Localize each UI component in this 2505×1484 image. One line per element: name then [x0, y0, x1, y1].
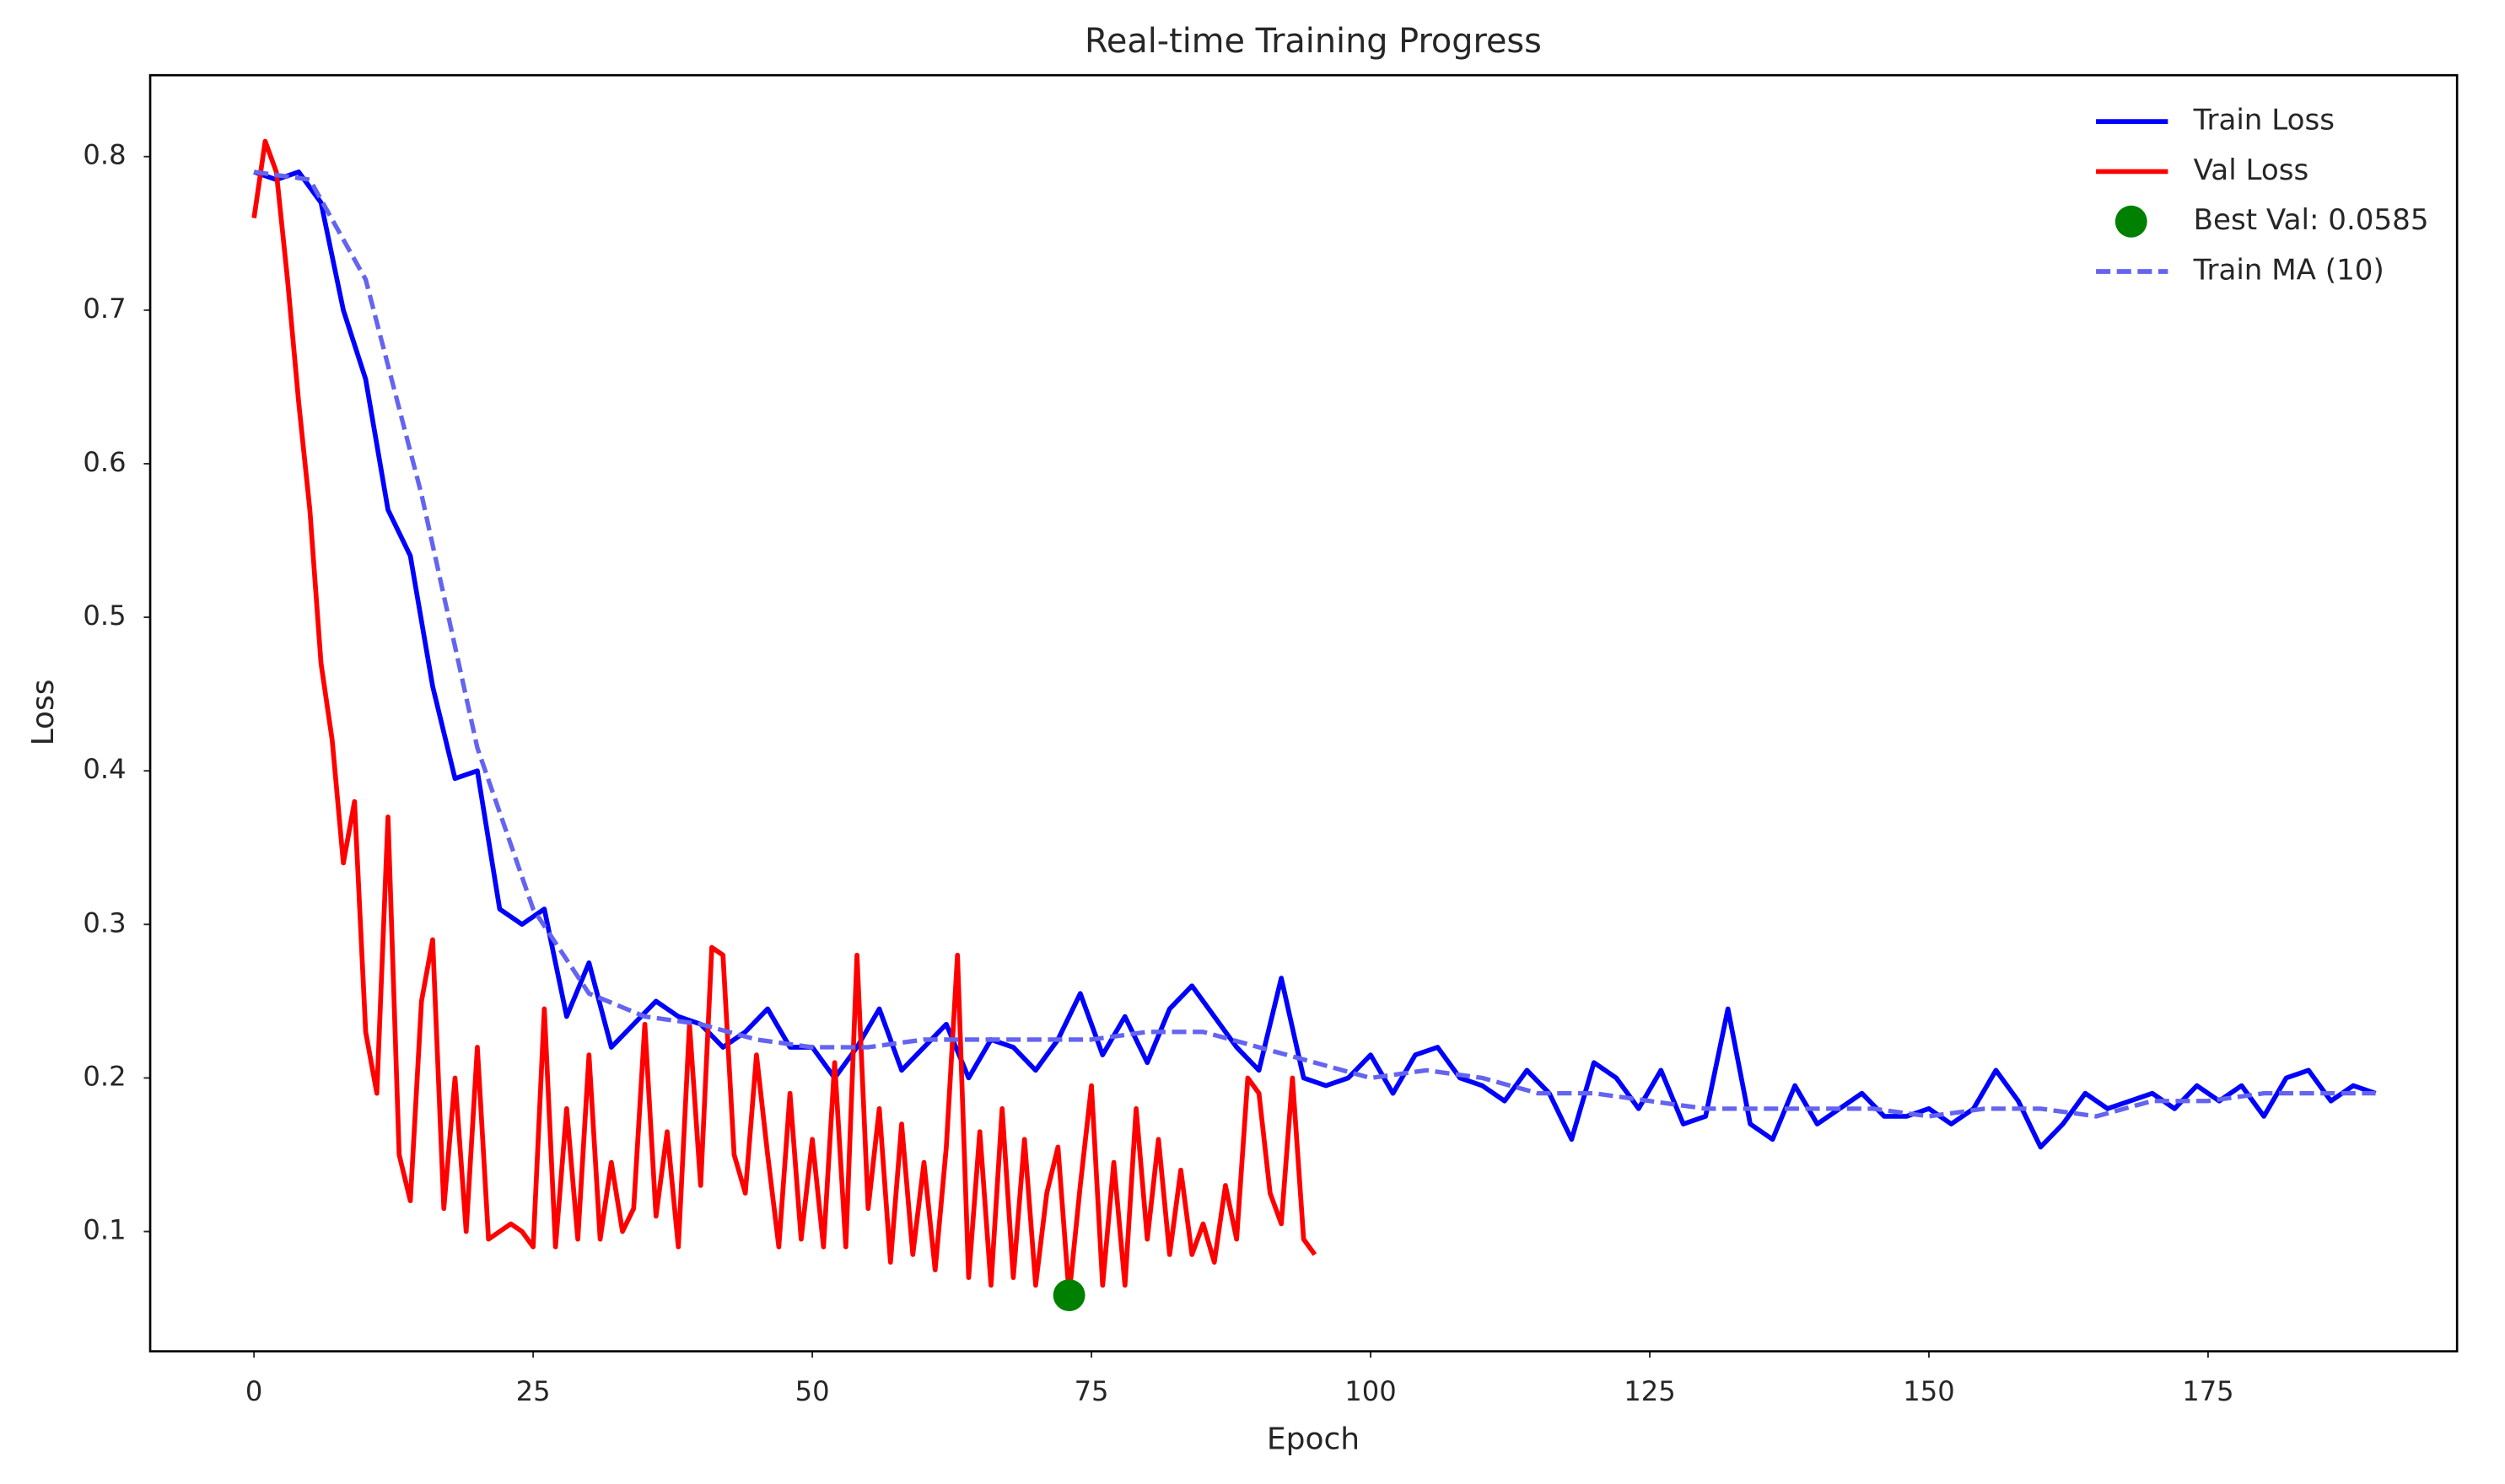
x-tick-label: 25: [516, 1375, 551, 1407]
y-tick-label: 0.4: [83, 753, 126, 785]
legend-label: Train MA (10): [2193, 253, 2384, 287]
best-marker: [1053, 1279, 1086, 1312]
x-axis-label: Epoch: [1267, 1422, 1360, 1457]
x-tick-label: 75: [1075, 1375, 1109, 1407]
legend-label: Train Loss: [2193, 104, 2335, 137]
legend-marker: [2114, 205, 2147, 238]
x-tick-label: 150: [1903, 1375, 1954, 1407]
y-tick-label: 0.5: [83, 600, 126, 632]
x-tick-label: 125: [1624, 1375, 1675, 1407]
line-series: [253, 169, 2376, 1119]
y-tick-label: 0.7: [83, 293, 126, 325]
y-tick-label: 0.6: [83, 446, 126, 478]
y-tick-label: 0.3: [83, 906, 126, 938]
x-tick-label: 100: [1344, 1375, 1396, 1407]
chart-title: Real-time Training Progress: [1085, 22, 1542, 61]
x-tick-label: 50: [795, 1375, 830, 1407]
plot-frame: [148, 73, 2459, 1352]
y-axis-label: Loss: [26, 680, 61, 746]
x-tick-label: 0: [245, 1375, 262, 1407]
legend-label: Best Val: 0.0585: [2194, 203, 2429, 237]
x-tick-label: 175: [2182, 1375, 2233, 1407]
y-tick-label: 0.1: [83, 1214, 126, 1246]
y-tick-label: 0.8: [83, 139, 126, 171]
y-tick-label: 0.2: [83, 1060, 126, 1092]
legend-label: Val Loss: [2194, 153, 2309, 187]
line-series: [251, 138, 1317, 1298]
